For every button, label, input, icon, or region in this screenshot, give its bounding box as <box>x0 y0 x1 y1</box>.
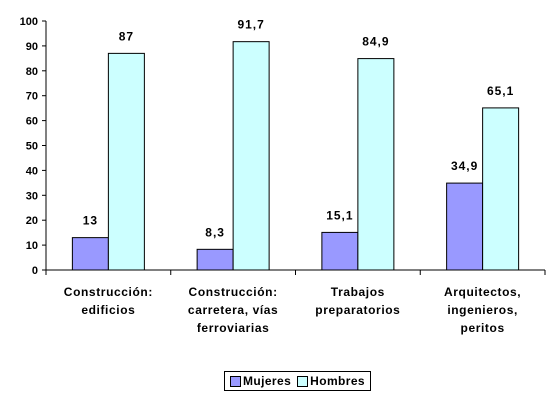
data-label: 15,1 <box>326 208 353 222</box>
y-tick-label: 70 <box>26 91 38 103</box>
bar-hombres <box>357 58 395 271</box>
category-label: ferroviarias <box>197 321 270 335</box>
legend-label-hombres: Hombres <box>310 374 365 388</box>
category-label: Arquitectos, <box>444 285 521 299</box>
bar-hombres <box>482 107 520 271</box>
y-tick-label: 10 <box>26 240 38 252</box>
category-label: Trabajos <box>331 285 385 299</box>
category-label: Construcción: <box>64 285 153 299</box>
y-tick-label: 100 <box>20 16 38 28</box>
category-label: peritos <box>461 321 505 335</box>
data-label: 34,9 <box>451 159 478 173</box>
y-tick-label: 60 <box>26 116 38 128</box>
data-label: 13 <box>83 214 98 228</box>
data-label: 8,3 <box>205 225 225 239</box>
bar-hombres <box>107 52 145 271</box>
bar-mujeres <box>196 248 234 271</box>
y-tick-label: 20 <box>26 215 38 227</box>
data-label: 91,7 <box>237 18 264 32</box>
category-label: Construcción: <box>189 285 278 299</box>
y-tick-label: 30 <box>26 190 38 202</box>
category-label: carretera, vías <box>188 303 278 317</box>
legend-swatch-hombres <box>297 375 309 387</box>
legend-swatch-mujeres <box>230 375 241 387</box>
legend-item-mujeres: Mujeres <box>230 374 291 388</box>
y-tick-label: 50 <box>26 141 38 153</box>
legend-item-hombres: Hombres <box>297 374 365 388</box>
legend-label-mujeres: Mujeres <box>243 374 292 388</box>
y-tick-label: 80 <box>26 66 38 78</box>
data-label: 87 <box>119 29 134 43</box>
bar-hombres <box>232 41 270 271</box>
y-tick-label: 0 <box>32 265 38 277</box>
y-tick-label: 40 <box>26 165 38 177</box>
bar-mujeres <box>71 237 109 271</box>
category-label: preparatorios <box>315 303 400 317</box>
bar-mujeres <box>321 231 359 271</box>
bar-mujeres <box>446 182 484 271</box>
data-label: 65,1 <box>487 84 514 98</box>
y-tick-label: 90 <box>26 41 38 53</box>
legend: Mujeres Hombres <box>224 371 371 391</box>
category-label: edificios <box>81 303 135 317</box>
category-label: ingenieros, <box>447 303 518 317</box>
data-label: 84,9 <box>362 35 389 49</box>
